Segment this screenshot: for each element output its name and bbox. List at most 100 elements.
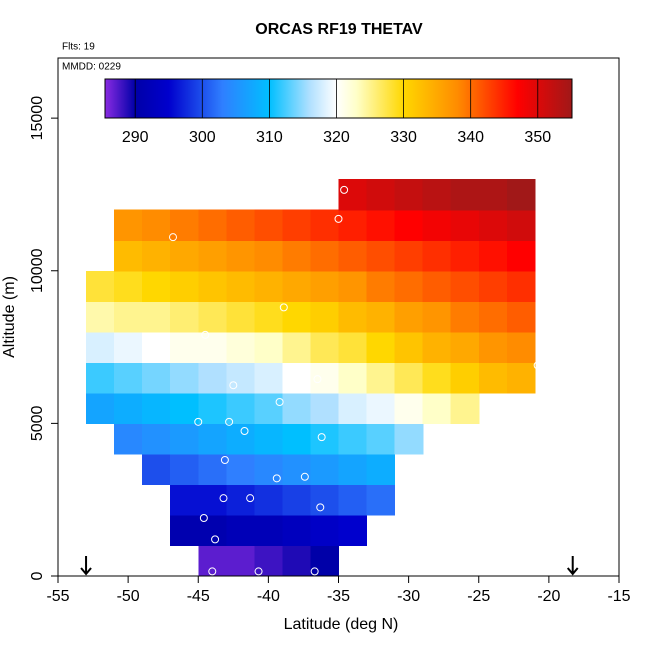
flight-point — [152, 191, 161, 200]
heatmap-cell — [282, 331, 312, 363]
heatmap-cell — [478, 179, 508, 211]
heatmap-cell — [422, 362, 452, 394]
heatmap-cell — [506, 270, 536, 302]
heatmap-cell — [366, 270, 396, 302]
y-tick-label: 10000 — [29, 248, 46, 293]
x-tick-label: -20 — [537, 588, 560, 605]
flight-point — [317, 433, 326, 442]
heatmap-cell — [226, 331, 255, 363]
heatmap-cell — [254, 270, 283, 302]
heatmap-cell — [366, 392, 396, 424]
heatmap-cell — [338, 331, 368, 363]
heatmap-cell — [226, 423, 255, 455]
heatmap-cell — [142, 362, 171, 394]
heatmap-cell — [506, 179, 536, 211]
heatmap-cell — [282, 209, 312, 241]
colorbar — [104, 78, 573, 119]
heatmap-cell — [254, 301, 283, 333]
heatmap-cell — [198, 209, 227, 241]
colorbar-tick-label: 330 — [390, 129, 417, 146]
heatmap-cell — [114, 331, 143, 363]
heatmap-cell — [366, 209, 396, 241]
flight-point — [229, 381, 238, 390]
overlay — [119, 185, 545, 576]
flight-point — [340, 185, 349, 194]
flight-point — [316, 503, 325, 512]
heatmap-cell — [170, 209, 199, 241]
heatmap-cell — [254, 392, 283, 424]
x-tick-label: -25 — [467, 588, 490, 605]
heatmap-cell — [394, 270, 424, 302]
heatmap-cell — [506, 240, 536, 272]
x-tick-label: -55 — [46, 588, 69, 605]
heatmap-cell — [86, 362, 115, 394]
heatmap-cell — [338, 179, 368, 211]
flight-point — [272, 474, 281, 483]
flight-point — [211, 535, 220, 544]
heatmap — [86, 179, 536, 577]
heatmap-cell — [366, 240, 396, 272]
flight-point — [533, 361, 542, 370]
y-tick-label: 5000 — [29, 405, 46, 441]
heatmap-cell — [254, 240, 283, 272]
heatmap-cell — [142, 392, 171, 424]
heatmap-cell — [394, 179, 424, 211]
heatmap-cell — [422, 240, 452, 272]
colorbar-tick-label: 300 — [189, 129, 216, 146]
heatmap-cell — [478, 209, 508, 241]
heatmap-cell — [394, 423, 424, 455]
heatmap-cell — [254, 423, 283, 455]
heatmap-cell — [170, 484, 199, 516]
heatmap-cell — [338, 240, 368, 272]
heatmap-cell — [254, 514, 283, 547]
flight-point — [246, 494, 255, 503]
heatmap-cell — [310, 270, 340, 302]
y-tick-label: 15000 — [29, 96, 46, 141]
heatmap-cell — [226, 453, 255, 486]
heatmap-cell — [338, 453, 368, 486]
colorbar-tick-label: 340 — [457, 129, 484, 146]
heatmap-cell — [226, 545, 255, 577]
heatmap-cell — [338, 270, 368, 302]
y-axis-label: Altitude (m) — [1, 276, 18, 358]
heatmap-cell — [366, 179, 396, 211]
heatmap-cell — [142, 331, 171, 363]
heatmap-cell — [282, 514, 312, 547]
heatmap-cell — [170, 270, 199, 302]
heatmap-cell — [310, 545, 340, 577]
flight-point — [199, 514, 208, 523]
heatmap-cell — [254, 484, 283, 516]
heatmap-cell — [142, 423, 171, 455]
heatmap-cell — [114, 362, 143, 394]
heatmap-cell — [338, 209, 368, 241]
heatmap-cell — [478, 240, 508, 272]
heatmap-cell — [170, 362, 199, 394]
heatmap-cell — [198, 423, 227, 455]
heatmap-cell — [254, 331, 283, 363]
heatmap-cell — [338, 484, 368, 516]
heatmap-cell — [422, 179, 452, 211]
flight-point — [313, 375, 322, 384]
heatmap-cell — [282, 270, 312, 302]
heatmap-cell — [366, 362, 396, 394]
flight-point — [194, 417, 203, 426]
heatmap-cell — [310, 240, 340, 272]
flight-point — [334, 214, 343, 223]
heatmap-cell — [422, 270, 452, 302]
heatmap-cell — [86, 270, 115, 302]
heatmap-cell — [506, 331, 536, 363]
flight-arrow — [566, 556, 579, 576]
heatmap-cell — [282, 453, 312, 486]
heatmap-cell — [478, 362, 508, 394]
heatmap-cell — [506, 362, 536, 394]
x-axis-label: Latitude (deg N) — [284, 616, 399, 633]
x-tick-label: -45 — [187, 588, 210, 605]
heatmap-cell — [226, 209, 255, 241]
heatmap-cell — [198, 453, 227, 486]
annotation: MMDD: 0229 — [62, 62, 121, 73]
flight-point — [220, 456, 229, 465]
heatmap-cell — [450, 270, 480, 302]
heatmap-cell — [226, 484, 255, 516]
heatmap-cell — [198, 514, 227, 547]
heatmap-cell — [198, 484, 227, 516]
